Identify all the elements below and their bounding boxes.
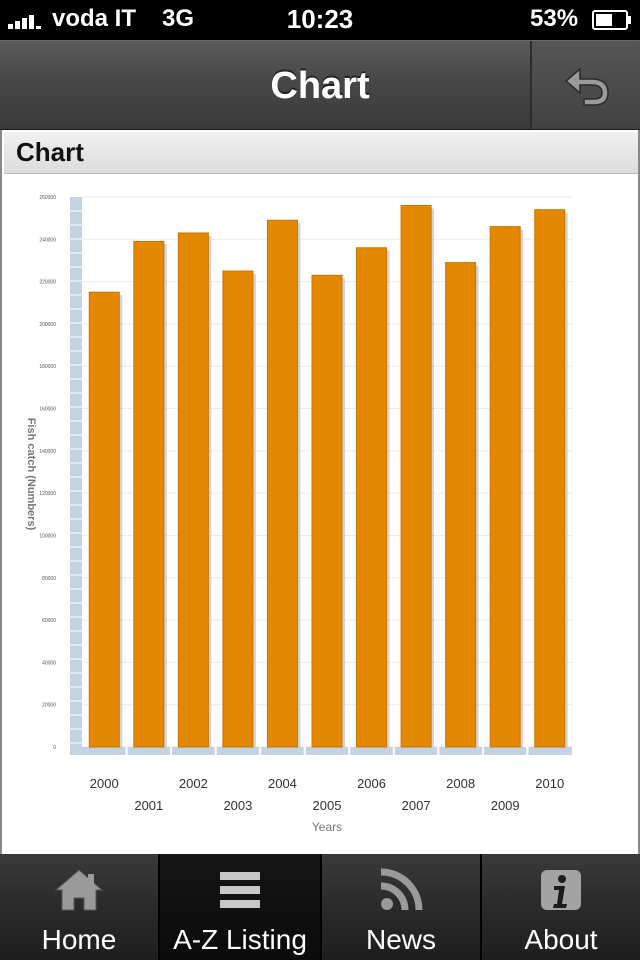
x-axis	[82, 747, 572, 755]
x-axis-label: Years	[312, 820, 342, 834]
x-tick-label: 2009	[491, 798, 520, 813]
tab-about[interactable]: About	[482, 854, 640, 960]
bar	[222, 270, 254, 748]
x-tick-label: 2007	[402, 798, 431, 813]
y-tick-label: 40000	[42, 660, 56, 666]
back-arrow-icon	[564, 67, 609, 106]
y-tick-label: 0	[53, 745, 56, 751]
x-tick-label: 2004	[268, 776, 297, 791]
y-tick-label: 260000	[39, 195, 56, 201]
signal-strength-icon	[8, 15, 41, 29]
x-tick-label: 2001	[134, 798, 163, 813]
battery-percentage: 53%	[530, 5, 579, 32]
y-tick-label: 100000	[39, 533, 56, 539]
bar	[133, 240, 165, 748]
bar	[445, 262, 477, 748]
clock: 10:23	[286, 4, 354, 34]
x-tick-label: 2005	[313, 798, 342, 813]
carrier-name: voda IT	[52, 5, 137, 32]
x-tick-label: 2010	[535, 776, 564, 791]
y-axis-label: Fish catch (Numbers)	[25, 418, 37, 531]
y-tick-label: 200000	[39, 322, 56, 328]
y-tick-label: 180000	[39, 364, 56, 370]
bar	[400, 204, 432, 748]
tab-label: News	[365, 924, 436, 955]
battery-icon	[592, 10, 631, 30]
home-icon	[54, 869, 104, 911]
tab-label: A-Z Listing	[173, 924, 307, 955]
y-tick-label: 60000	[42, 618, 56, 624]
page-title: Chart	[270, 65, 370, 107]
bar	[177, 232, 209, 748]
section-title: Chart	[16, 137, 84, 167]
tab-az-listing[interactable]: A-Z Listing	[160, 854, 322, 960]
bar	[266, 219, 298, 748]
chart-area: 0 20000 40000 60000 80000 100000 120000 140000 1…	[2, 174, 638, 854]
bar	[311, 274, 343, 748]
info-icon	[541, 870, 581, 910]
bar	[88, 291, 120, 748]
bar	[534, 209, 566, 748]
network-type: 3G	[162, 5, 195, 32]
back-button[interactable]	[530, 41, 640, 129]
x-tick-label: 2003	[223, 798, 252, 813]
content-panel: Chart 0 20000 40000 60000 80000 100000 120000 1…	[0, 130, 640, 854]
tab-home[interactable]: Home	[0, 854, 160, 960]
list-icon	[220, 872, 260, 908]
y-tick-label: 140000	[39, 449, 56, 455]
rss-icon	[380, 868, 423, 911]
bar	[356, 247, 388, 748]
x-tick-label: 2006	[357, 776, 386, 791]
tab-label: Home	[41, 924, 117, 955]
y-tick-label: 240000	[39, 237, 56, 243]
status-bar: voda IT 3G 10:23 53%	[0, 0, 640, 40]
bar-chart: 0 20000 40000 60000 80000 100000 120000 140000 1…	[25, 195, 572, 834]
section-header: Chart	[4, 132, 638, 174]
y-tick-label: 160000	[39, 407, 56, 413]
tab-news[interactable]: News	[322, 854, 482, 960]
x-tick-label: 2002	[179, 776, 208, 791]
tab-label: About	[524, 924, 598, 955]
y-tick-label: 120000	[39, 491, 56, 497]
y-tick-label: 220000	[39, 280, 56, 286]
navigation-bar: Chart	[0, 40, 640, 130]
bar	[489, 226, 521, 748]
y-tick-label: 80000	[42, 576, 56, 582]
x-tick-label: 2000	[90, 776, 119, 791]
x-tick-label: 2008	[446, 776, 475, 791]
tab-bar: Home A-Z Listing News About	[0, 854, 640, 960]
y-tick-label: 20000	[42, 703, 56, 709]
